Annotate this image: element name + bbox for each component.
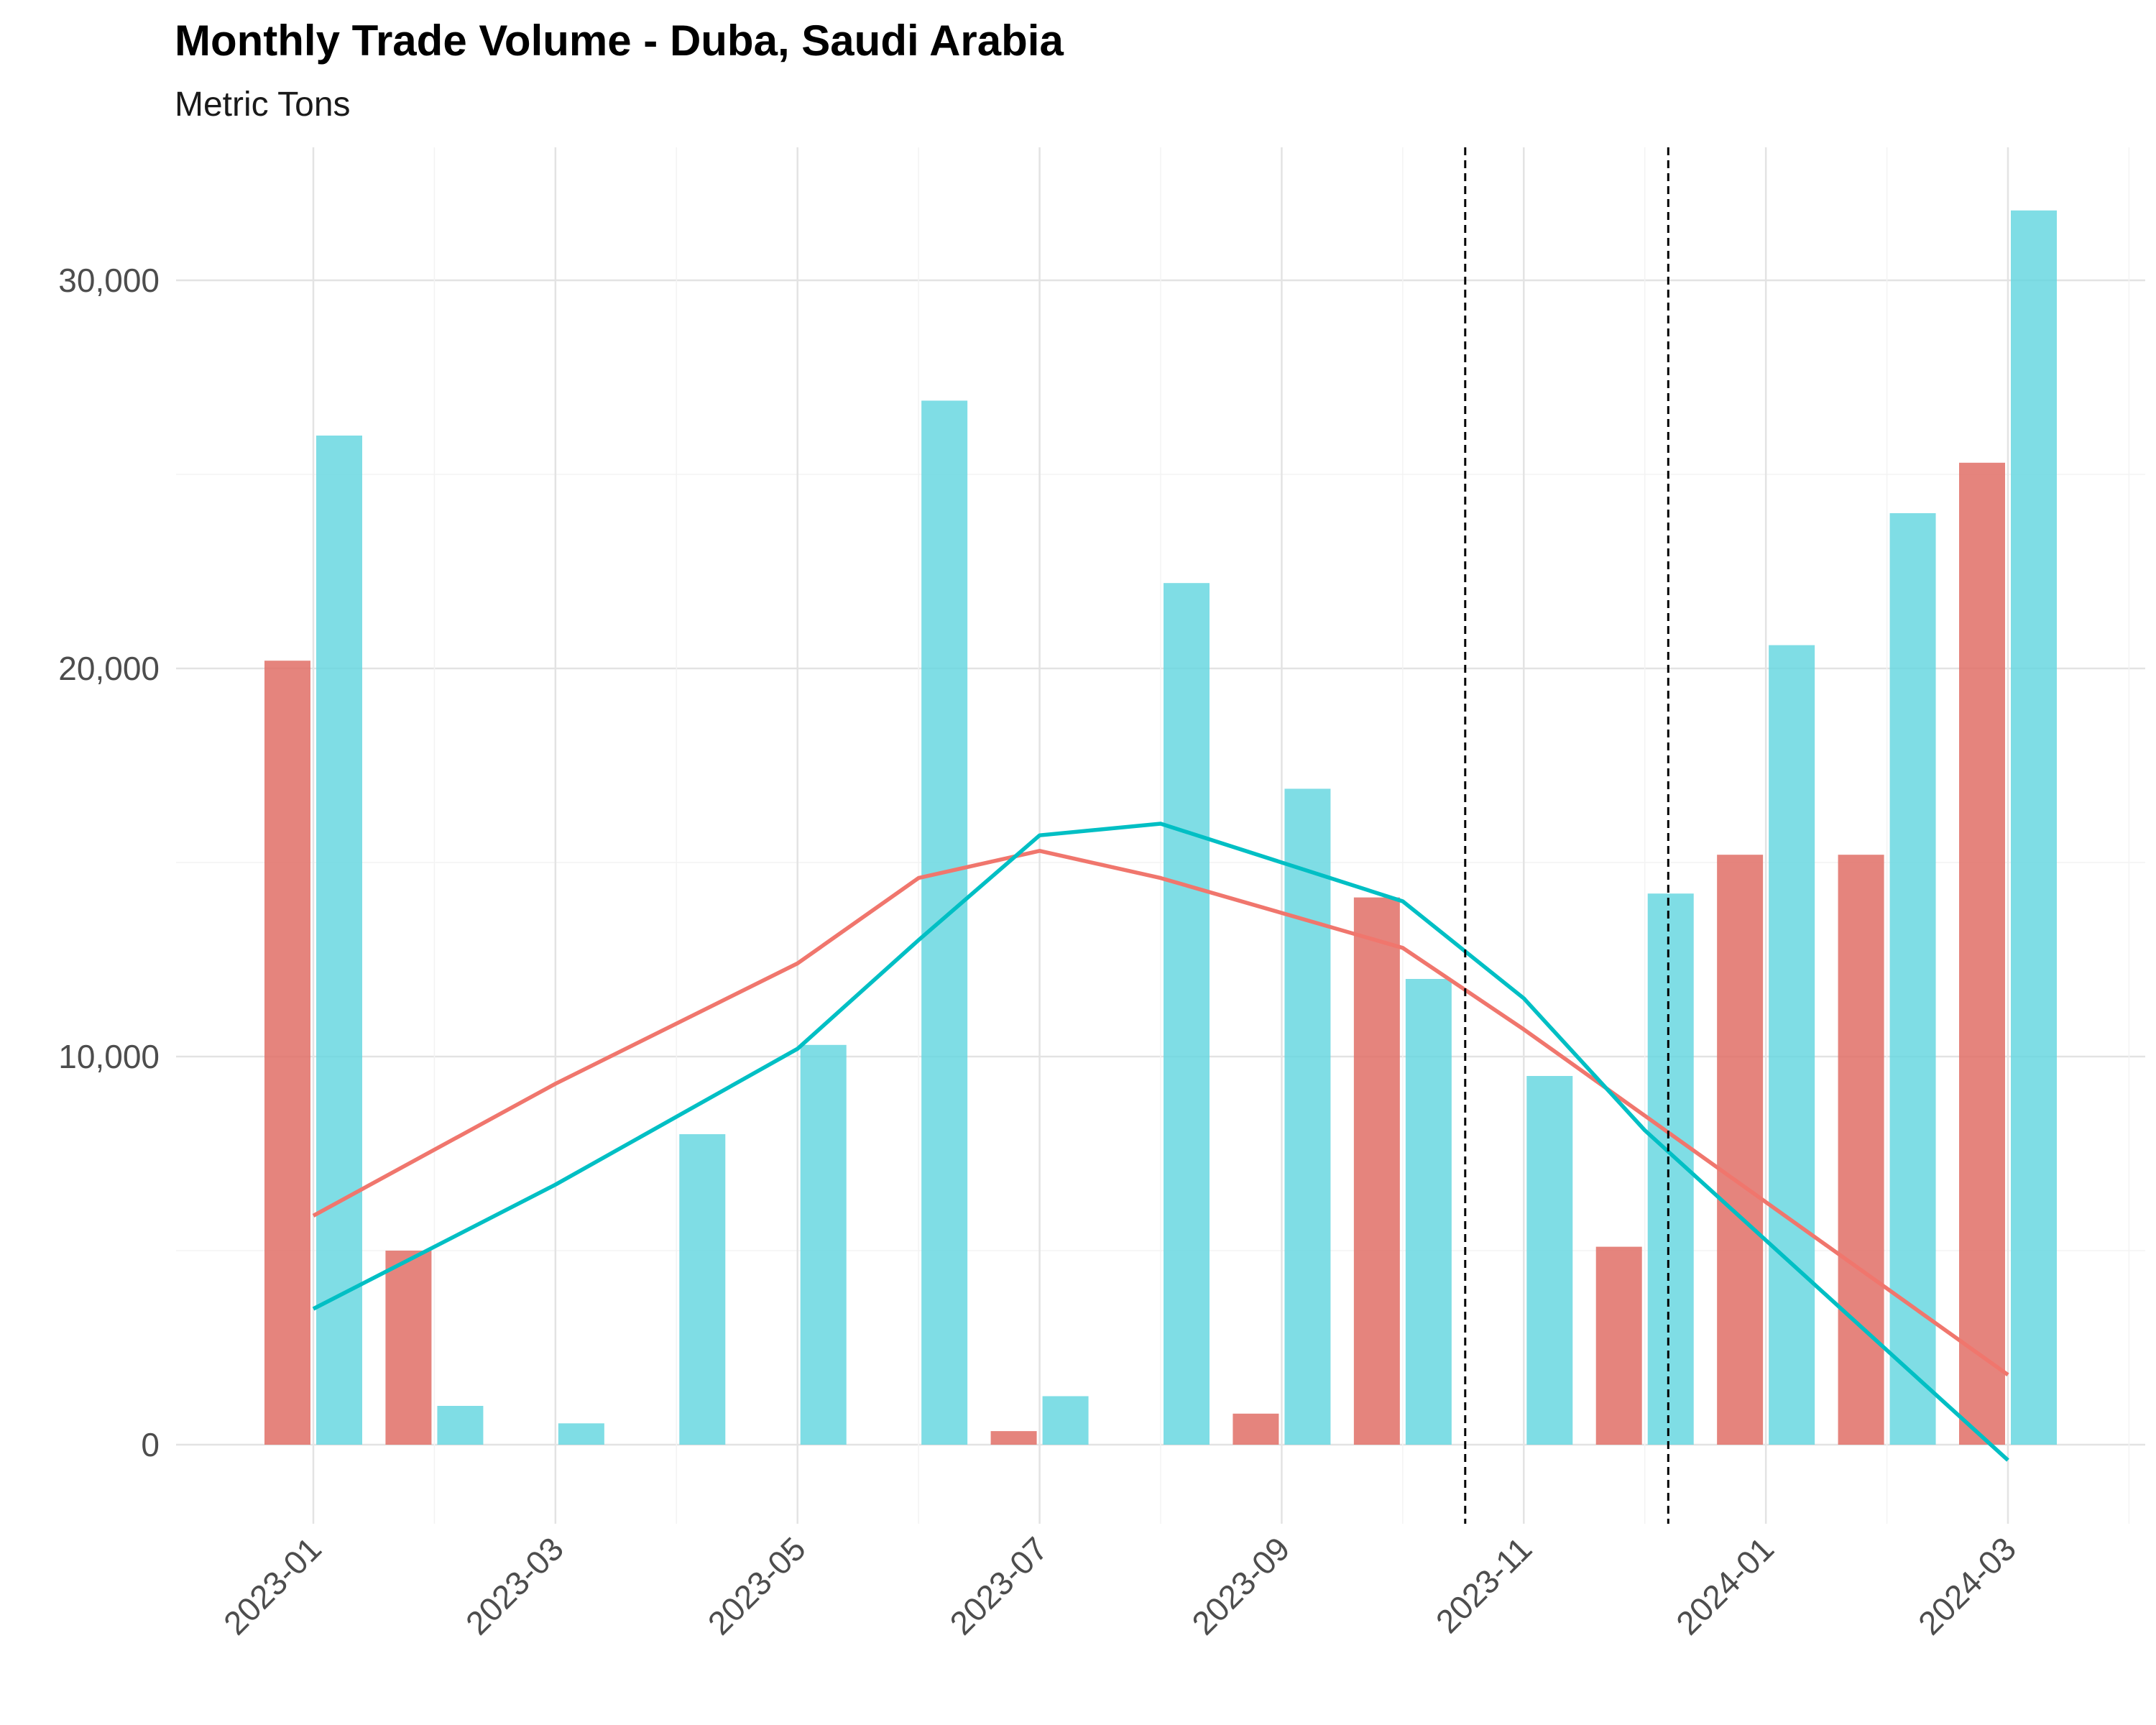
- y-axis: 0 10,000 20,000 30,000: [58, 262, 160, 1463]
- bar-2-2023-01: [316, 436, 362, 1445]
- y-tick-label: 10,000: [58, 1038, 160, 1075]
- bar-2-2023-02: [437, 1406, 484, 1445]
- trend-line-1: [312, 849, 2009, 1377]
- bar-1-2024-02: [1838, 855, 1884, 1445]
- bar-1-2023-12: [1595, 1246, 1642, 1445]
- bar-2-2024-02: [1889, 513, 1936, 1445]
- bar-2-2023-05: [800, 1044, 847, 1445]
- reference-lines: [1464, 147, 1669, 1524]
- bar-1-2024-01: [1717, 855, 1764, 1445]
- bar-2-2024-01: [1769, 645, 1815, 1445]
- chart-title: Monthly Trade Volume - Duba, Saudi Arabi…: [175, 17, 1064, 65]
- y-tick-label: 30,000: [58, 262, 160, 299]
- y-tick-label: 20,000: [58, 650, 160, 687]
- bar-2-2023-06: [921, 400, 968, 1445]
- trend-lines: [312, 822, 2009, 1462]
- bar-1-2023-09: [1233, 1413, 1279, 1445]
- bar-1-2024-03: [1959, 462, 2005, 1445]
- bar-2-2023-10: [1405, 979, 1452, 1445]
- bar-2-2023-04: [679, 1134, 726, 1445]
- bar-2-2023-08: [1164, 583, 1210, 1445]
- trend-line-2: [312, 822, 2009, 1462]
- x-tick-label: 2023-11: [1429, 1530, 1539, 1640]
- bar-2-2024-03: [2011, 210, 2057, 1445]
- x-tick-label: 2023-07: [942, 1530, 1054, 1642]
- bar-1-2023-10: [1353, 897, 1400, 1445]
- grid: [176, 147, 2145, 1524]
- x-tick-label: 2023-03: [459, 1530, 571, 1642]
- bar-2-2023-07: [1042, 1396, 1089, 1445]
- bar-2-2023-03: [558, 1423, 604, 1445]
- x-tick-label: 2023-01: [216, 1530, 328, 1642]
- bar-1-2023-07: [990, 1431, 1037, 1445]
- chart-subtitle: Metric Tons: [175, 86, 351, 124]
- y-tick-label: 0: [141, 1426, 160, 1463]
- bar-1-2023-02: [385, 1251, 432, 1445]
- x-tick-label: 2023-09: [1184, 1530, 1296, 1642]
- x-tick-label: 2024-01: [1669, 1530, 1781, 1642]
- x-axis: 2023-01 2023-03 2023-05 2023-07 2023-09 2023-…: [216, 1530, 2023, 1642]
- x-tick-label: 2024-03: [1911, 1530, 2023, 1642]
- bar-2-2023-09: [1284, 788, 1331, 1445]
- bars: [264, 210, 2057, 1445]
- bar-1-2023-01: [264, 661, 310, 1445]
- bar-2-2023-11: [1526, 1076, 1573, 1445]
- x-tick-label: 2023-05: [701, 1530, 813, 1642]
